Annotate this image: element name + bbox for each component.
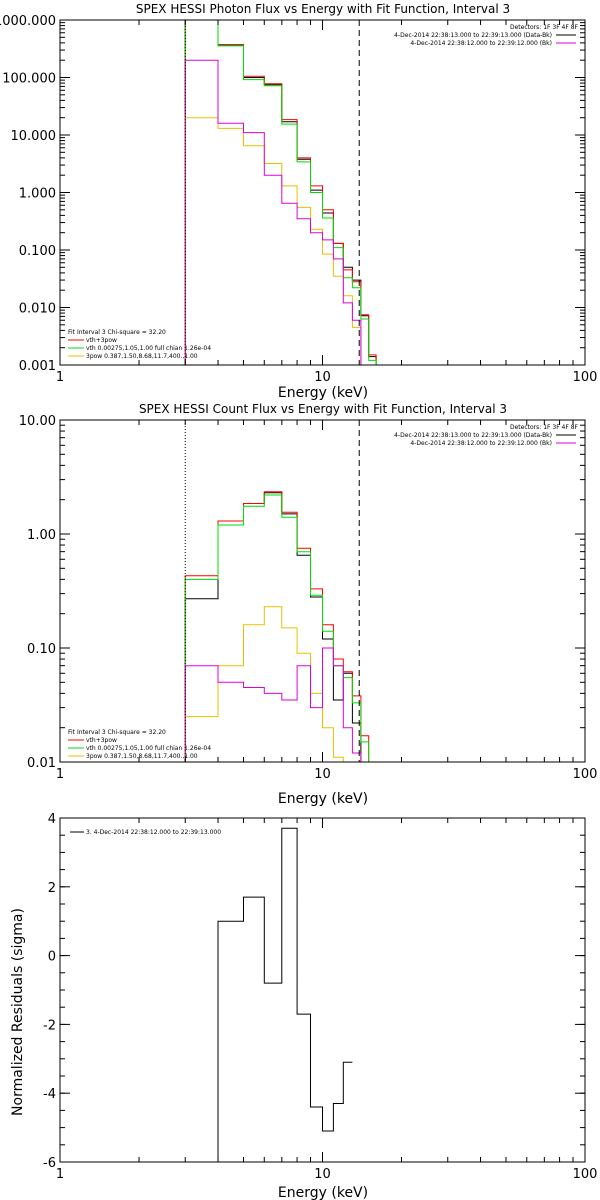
ytick-label-0-6: 0.001 bbox=[19, 359, 56, 374]
panel1-legend-bottom-2: vth 0.00275,1.05,1.00 full chian 1.26e-0… bbox=[86, 345, 211, 352]
panel1-legend-header: Detectors: 1F 3F 4F 8F bbox=[510, 24, 579, 31]
xtick-label-1-1: 10 bbox=[314, 767, 331, 782]
panel2-legend-bottom-2: vth 0.00275,1.05,1.00 full chian 1.26e-0… bbox=[86, 745, 211, 752]
panel1-legend-top-2: 4-Dec-2014 22:38:12.000 to 22:39:12.000 … bbox=[410, 40, 552, 47]
series-0-2 bbox=[184, 20, 377, 365]
ytick-label-2-4: -4 bbox=[43, 1087, 56, 1102]
ytick-label-0-0: 1000.000 bbox=[0, 14, 56, 29]
panel-residuals: Energy (keV) Normalized Residuals (sigma… bbox=[10, 829, 368, 1200]
xtick-label-2-2: 100 bbox=[573, 1167, 598, 1182]
panel2-legend-bottom-3: 3pow 0.387,1.50,8.68,11.7,400.,1.00 bbox=[86, 753, 198, 760]
series-0-4 bbox=[184, 59, 362, 365]
xtick-label-1-2: 100 bbox=[573, 767, 598, 782]
series-2-0 bbox=[185, 827, 353, 1162]
xtick-label-0-2: 100 bbox=[573, 370, 598, 385]
series-1-0 bbox=[184, 492, 362, 762]
ytick-label-0-1: 100.000 bbox=[2, 72, 56, 87]
xtick-label-2-0: 1 bbox=[56, 1167, 64, 1182]
panel3-xlabel: Energy (keV) bbox=[278, 1185, 368, 1200]
panel-photon-flux: SPEX HESSI Photon Flux vs Energy with Fi… bbox=[68, 2, 579, 401]
panel3-ylabel: Normalized Residuals (sigma) bbox=[10, 908, 26, 1116]
ytick-label-2-3: -2 bbox=[43, 1018, 56, 1033]
panel1-xlabel: Energy (keV) bbox=[278, 385, 368, 401]
series-0-3 bbox=[184, 117, 362, 365]
panel2-legend-top-1: 4-Dec-2014 22:38:13.000 to 22:39:13.000 … bbox=[394, 432, 552, 439]
ytick-label-1-2: 0.10 bbox=[27, 642, 56, 657]
panel1-title: SPEX HESSI Photon Flux vs Energy with Fi… bbox=[136, 2, 510, 16]
panel1-marks: 1 10 100 1000.000 100.000 10.000 1.000 0.100 0.0… bbox=[0, 14, 597, 385]
series-group-1 bbox=[184, 491, 377, 762]
panel2-legend-bottom-1: vth+3pow bbox=[86, 737, 117, 744]
panel-count-flux: SPEX HESSI Count Flux vs Energy with Fit… bbox=[68, 402, 579, 807]
series-1-3 bbox=[184, 606, 361, 762]
series-group-2 bbox=[185, 827, 353, 1162]
ytick-label-2-0: 4 bbox=[48, 812, 56, 827]
series-0-1 bbox=[184, 20, 377, 365]
panel2-legend-top-2: 4-Dec-2014 22:38:12.000 to 22:39:12.000 … bbox=[410, 440, 552, 447]
ytick-label-2-2: 0 bbox=[48, 950, 56, 965]
ytick-label-0-3: 1.000 bbox=[19, 187, 56, 202]
panel3-legend-1: 3. 4-Dec-2014 22:38:12.000 to 22:39:13.0… bbox=[86, 829, 221, 836]
xtick-label-2-1: 10 bbox=[314, 1167, 331, 1182]
series-1-4 bbox=[184, 647, 362, 762]
ytick-label-1-0: 10.00 bbox=[19, 414, 56, 429]
series-1-2 bbox=[184, 494, 377, 762]
xtick-label-0-0: 1 bbox=[56, 370, 64, 385]
xtick-label-1-0: 1 bbox=[56, 767, 64, 782]
ytick-label-1-1: 1.00 bbox=[27, 528, 56, 543]
xtick-label-0-1: 10 bbox=[314, 370, 331, 385]
ytick-label-0-4: 0.100 bbox=[19, 244, 56, 259]
ytick-label-0-5: 0.010 bbox=[19, 302, 56, 317]
panel1-legend-bottom-header: Fit Interval 3 Chi-square = 32.20 bbox=[68, 329, 166, 336]
panel1-legend-bottom-1: vth+3pow bbox=[86, 337, 117, 344]
panel2-title: SPEX HESSI Count Flux vs Energy with Fit… bbox=[139, 402, 507, 416]
panel2-marks: 1 10 100 10.00 1.00 0.10 0.01 bbox=[19, 414, 598, 782]
panel2-xlabel: Energy (keV) bbox=[278, 791, 368, 807]
panel2-legend-header: Detectors: 1F 3F 4F 8F bbox=[510, 424, 579, 431]
panel3-marks: 1 10 100 4 2 0 -2 -4 -6 bbox=[43, 812, 597, 1182]
ytick-label-2-1: 2 bbox=[48, 881, 56, 896]
panel1-legend-bottom-3: 3pow 0.387,1.50,8.68,11.7,400.,1.00 bbox=[86, 353, 198, 360]
panel1-legend-top-1: 4-Dec-2014 22:38:13.000 to 22:39:13.000 … bbox=[394, 32, 552, 39]
panel2-legend-bottom-header: Fit Interval 3 Chi-square = 32.20 bbox=[68, 729, 166, 736]
series-group-0 bbox=[184, 20, 377, 365]
ytick-label-2-5: -6 bbox=[43, 1156, 56, 1171]
series-1-1 bbox=[184, 491, 377, 762]
series-0-0 bbox=[184, 20, 377, 365]
ytick-label-0-2: 10.000 bbox=[11, 129, 57, 144]
ytick-label-1-3: 0.01 bbox=[27, 756, 56, 771]
